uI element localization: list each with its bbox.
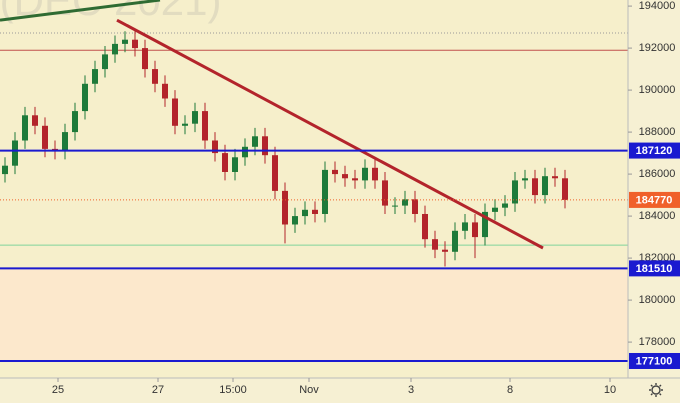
candle-body bbox=[42, 125, 48, 149]
candle-body bbox=[82, 83, 88, 112]
x-tick-label: 25 bbox=[52, 384, 64, 396]
x-tick-label: 3 bbox=[408, 384, 414, 396]
candle-body bbox=[192, 111, 198, 124]
candle-body bbox=[232, 157, 238, 172]
x-tick-label: 8 bbox=[507, 384, 513, 396]
candle-body bbox=[352, 178, 358, 181]
y-tick-label: 180000 bbox=[639, 294, 676, 306]
candle-body bbox=[382, 180, 388, 206]
candle-body bbox=[72, 111, 78, 133]
candle-body bbox=[552, 176, 558, 179]
candle-body bbox=[522, 178, 528, 181]
candle-body bbox=[312, 209, 318, 214]
price-tag-label: 184770 bbox=[636, 194, 673, 206]
candle-body bbox=[322, 169, 328, 214]
candle-body bbox=[212, 140, 218, 154]
candle-body bbox=[202, 111, 208, 141]
candle-body bbox=[142, 48, 148, 70]
y-tick-label: 194000 bbox=[639, 0, 676, 12]
candle-body bbox=[362, 167, 368, 181]
price-tag-label: 177100 bbox=[636, 355, 673, 367]
candle-body bbox=[92, 69, 98, 84]
trend-line bbox=[0, 0, 161, 22]
candle-body bbox=[562, 178, 568, 200]
candle-body bbox=[302, 209, 308, 217]
candle-body bbox=[492, 207, 498, 212]
candle-body bbox=[512, 180, 518, 204]
candle-body bbox=[452, 230, 458, 252]
candle-body bbox=[332, 169, 338, 175]
candle-body bbox=[32, 115, 38, 126]
candle-body bbox=[172, 98, 178, 126]
candle-body bbox=[252, 136, 258, 147]
candle-body bbox=[272, 155, 278, 191]
candle-body bbox=[112, 43, 118, 55]
candle-body bbox=[12, 140, 18, 166]
candle-body bbox=[122, 39, 128, 44]
axes: 1780001800001820001840001860001880001900… bbox=[52, 0, 680, 396]
candle-body bbox=[222, 153, 228, 172]
candle-body bbox=[292, 216, 298, 225]
candle-body bbox=[162, 83, 168, 99]
price-tag-label: 187120 bbox=[636, 145, 673, 157]
candle-body bbox=[102, 54, 108, 70]
candle-body bbox=[282, 190, 288, 225]
zone bbox=[0, 268, 628, 361]
candle-body bbox=[342, 174, 348, 179]
candle-body bbox=[482, 211, 488, 238]
watermark: S (DEC 2021) bbox=[0, 0, 221, 24]
candle-body bbox=[502, 203, 508, 208]
y-tick-label: 192000 bbox=[639, 42, 676, 54]
x-tick-label: 27 bbox=[152, 384, 164, 396]
candle-body bbox=[472, 222, 478, 238]
settings-icon[interactable] bbox=[649, 383, 663, 397]
candle-body bbox=[242, 146, 248, 158]
candle-body bbox=[182, 123, 188, 126]
price-tag bbox=[629, 352, 680, 369]
candle-body bbox=[442, 249, 448, 252]
candle-body bbox=[62, 132, 68, 151]
candle-body bbox=[402, 199, 408, 206]
candle-body bbox=[432, 239, 438, 250]
candle-body bbox=[542, 176, 548, 196]
price-tag bbox=[629, 142, 680, 159]
candle-body bbox=[152, 69, 158, 84]
price-tag bbox=[629, 260, 680, 277]
trend-line bbox=[116, 18, 544, 250]
x-tick-label: 10 bbox=[604, 384, 616, 396]
candle-body bbox=[262, 136, 268, 156]
x-tick-label: Nov bbox=[299, 384, 319, 396]
candle-body bbox=[392, 205, 398, 207]
candle-body bbox=[422, 213, 428, 240]
y-tick-label: 178000 bbox=[639, 336, 676, 348]
price-tag bbox=[629, 191, 680, 208]
candle-body bbox=[462, 222, 468, 231]
candle-body bbox=[2, 165, 8, 175]
candle-body bbox=[412, 199, 418, 214]
candle-body bbox=[372, 167, 378, 181]
x-tick-label: 15:00 bbox=[219, 384, 247, 396]
candle-body bbox=[532, 178, 538, 196]
plot-area: S (DEC 2021) bbox=[0, 0, 628, 362]
candle-body bbox=[132, 39, 138, 49]
y-tick-label: 186000 bbox=[639, 168, 676, 180]
y-tick-label: 188000 bbox=[639, 126, 676, 138]
y-tick-label: 184000 bbox=[639, 210, 676, 222]
candle-body bbox=[22, 115, 28, 141]
price-tag-label: 181510 bbox=[636, 263, 673, 275]
y-tick-label: 190000 bbox=[639, 84, 676, 96]
